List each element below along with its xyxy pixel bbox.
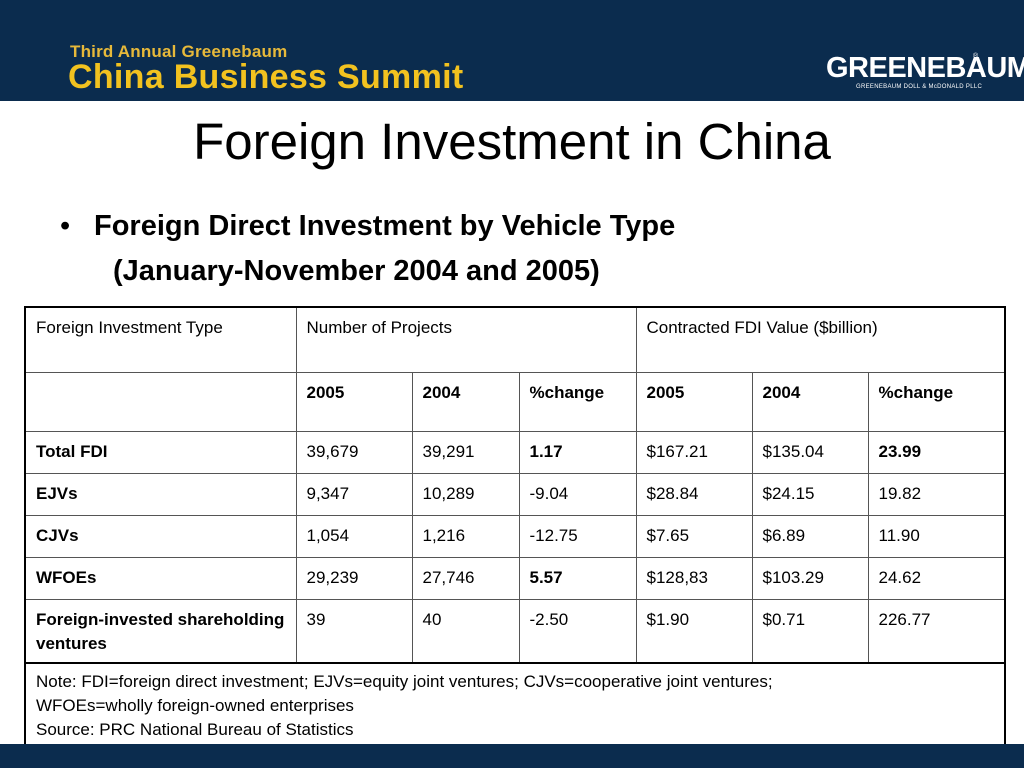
subheader-cell: 2004 [411, 372, 520, 432]
subheader-empty [24, 372, 297, 432]
table-cell: -2.50 [518, 599, 637, 664]
event-title: China Business Summit [68, 58, 464, 96]
table-cell: $1.90 [635, 599, 753, 664]
table-cell: 9,347 [295, 473, 413, 516]
subheader-cell: 2005 [635, 372, 753, 432]
table-note: Note: FDI=foreign direct investment; EJV… [24, 662, 1006, 758]
greenebaum-logo: GREENEBAUM ® GREENEBAUM DOLL & McDONALD … [826, 52, 1024, 92]
header-investment-type: Foreign Investment Type [24, 306, 297, 373]
table-cell: 11.90 [867, 515, 1006, 558]
row-type: EJVs [24, 473, 297, 516]
note-source: Source: PRC National Bureau of Statistic… [36, 720, 354, 739]
table-cell: $0.71 [751, 599, 869, 664]
table-cell: $103.29 [751, 557, 869, 600]
footer-bar [0, 744, 1024, 768]
table-cell: 226.77 [867, 599, 1006, 664]
table-cell: 1,216 [411, 515, 520, 558]
table-cell: $6.89 [751, 515, 869, 558]
note-definitions: Note: FDI=foreign direct investment; EJV… [36, 672, 773, 691]
event-subtitle: Third Annual Greenebaum [70, 42, 288, 61]
fdi-table: Foreign Investment Type Number of Projec… [24, 306, 1006, 758]
slide-title: Foreign Investment in China [193, 113, 831, 170]
table-cell: $135.04 [751, 431, 869, 474]
table-cell: 10,289 [411, 473, 520, 516]
header-number-of-projects: Number of Projects [295, 306, 637, 373]
table-cell: $167.21 [635, 431, 753, 474]
table-cell: 39,679 [295, 431, 413, 474]
bullet-text-line1: Foreign Direct Investment by Vehicle Typ… [94, 210, 676, 242]
header-contracted-value: Contracted FDI Value ($billion) [635, 306, 1006, 373]
table-cell: 24.62 [867, 557, 1006, 600]
row-type: CJVs [24, 515, 297, 558]
table-row: CJVs 1,054 1,216 -12.75 $7.65 $6.89 11.9… [24, 515, 1006, 558]
table-cell: 1,054 [295, 515, 413, 558]
table-cell: 40 [411, 599, 520, 664]
bullet-text-line2: (January-November 2004 and 2005) [113, 255, 600, 287]
table-row: Foreign-invested shareholding ventures 3… [24, 599, 1006, 664]
row-type: Foreign-invested shareholding ventures [24, 599, 297, 664]
bullet-dot: • [60, 210, 71, 242]
table-header-row: Foreign Investment Type Number of Projec… [24, 306, 1006, 373]
table-cell: $128,83 [635, 557, 753, 600]
table-subheader-row: 2005 2004 %change 2005 2004 %change [24, 372, 1006, 432]
table-cell: 23.99 [867, 431, 1006, 474]
table-cell: 1.17 [518, 431, 637, 474]
table-row: EJVs 9,347 10,289 -9.04 $28.84 $24.15 19… [24, 473, 1006, 516]
table-cell: 39,291 [411, 431, 520, 474]
table-cell: 27,746 [411, 557, 520, 600]
table-cell: 19.82 [867, 473, 1006, 516]
table-cell: $28.84 [635, 473, 753, 516]
row-type: Total FDI [24, 431, 297, 474]
subheader-cell: 2004 [751, 372, 869, 432]
bullet-heading: • Foreign Direct Investment by Vehicle Ty… [60, 210, 675, 243]
table-cell: 29,239 [295, 557, 413, 600]
table-cell: -9.04 [518, 473, 637, 516]
row-type: WFOEs [24, 557, 297, 600]
table-cell: 39 [295, 599, 413, 664]
table-cell: $24.15 [751, 473, 869, 516]
subheader-cell: %change [518, 372, 637, 432]
table-row: WFOEs 29,239 27,746 5.57 $128,83 $103.29… [24, 557, 1006, 600]
logo-tagline: GREENEBAUM DOLL & McDONALD PLLC [856, 84, 983, 90]
table-row: Total FDI 39,679 39,291 1.17 $167.21 $13… [24, 431, 1006, 474]
header-banner: Third Annual Greenebaum China Business S… [0, 0, 1024, 101]
table-cell: $7.65 [635, 515, 753, 558]
table-cell: 5.57 [518, 557, 637, 600]
logo-wordmark: GREENEBAUM [826, 52, 1024, 84]
subheader-cell: %change [867, 372, 1006, 432]
table-cell: -12.75 [518, 515, 637, 558]
note-definitions-cont: WFOEs=wholly foreign-owned enterprises [36, 696, 354, 715]
table-note-row: Note: FDI=foreign direct investment; EJV… [24, 662, 1006, 758]
logo-trademark: ® [973, 53, 979, 60]
subheader-cell: 2005 [295, 372, 413, 432]
